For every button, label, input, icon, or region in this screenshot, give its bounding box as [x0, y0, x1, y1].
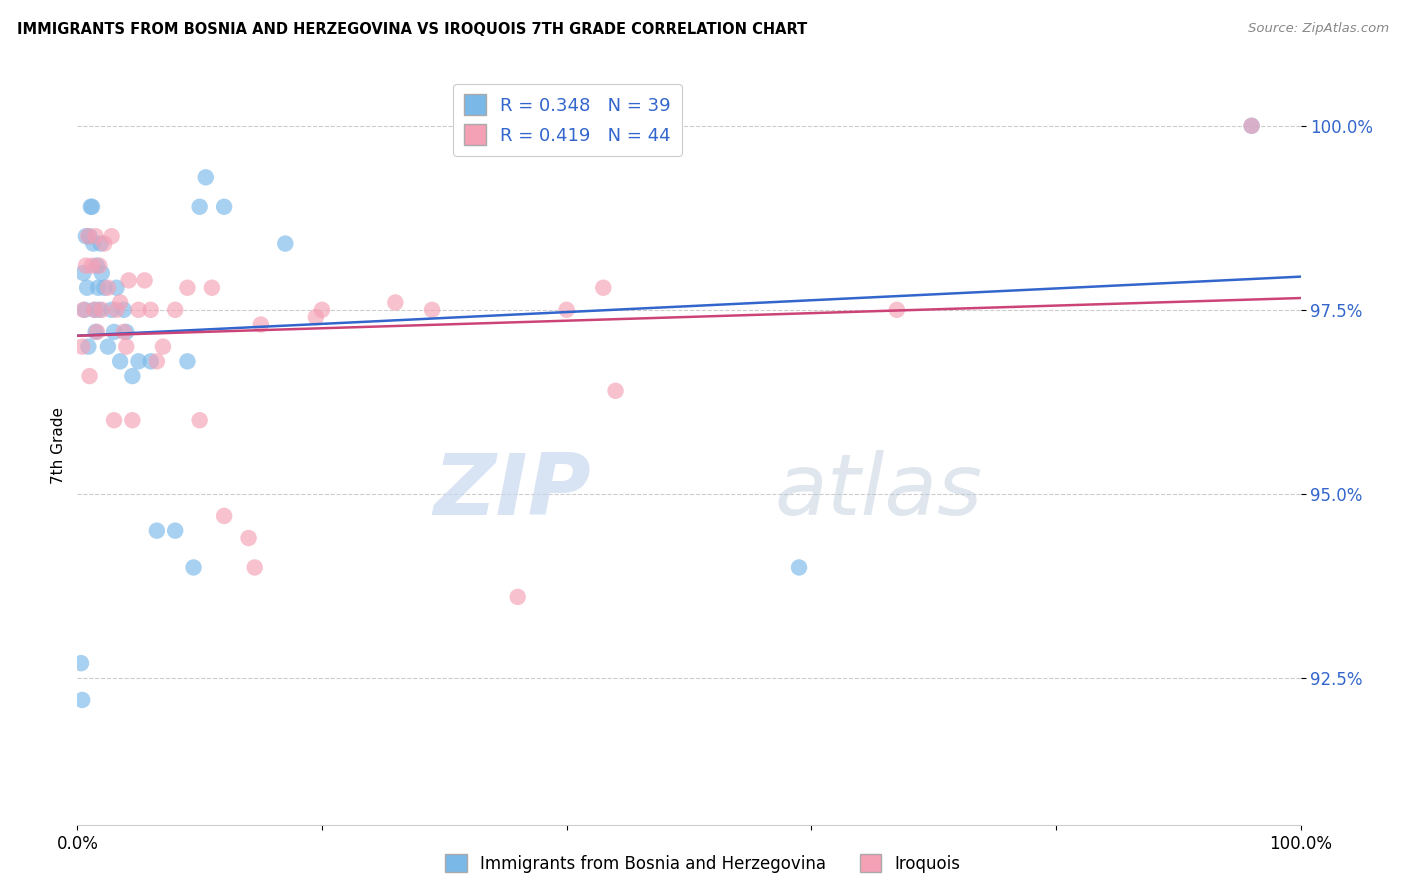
Point	[243, 560, 266, 574]
Point	[103, 325, 125, 339]
Point	[77, 229, 100, 244]
Point	[72, 266, 94, 280]
Point	[97, 340, 120, 354]
Point	[420, 302, 443, 317]
Point	[105, 302, 128, 317]
Point	[115, 325, 138, 339]
Point	[250, 318, 273, 332]
Point	[93, 236, 115, 251]
Point	[105, 281, 128, 295]
Point	[70, 693, 93, 707]
Point	[70, 340, 93, 354]
Point	[274, 236, 297, 251]
Point	[146, 524, 169, 538]
Point	[75, 259, 97, 273]
Point	[89, 259, 111, 273]
Point	[112, 325, 135, 339]
Point	[79, 229, 101, 244]
Point	[73, 302, 96, 317]
Point	[97, 281, 120, 295]
Point	[108, 295, 131, 310]
Point	[165, 302, 187, 317]
Point	[83, 302, 105, 317]
Point	[165, 524, 187, 538]
Point	[1240, 119, 1263, 133]
Point	[886, 302, 908, 317]
Point	[100, 229, 122, 244]
Point	[188, 413, 211, 427]
Point	[80, 200, 103, 214]
Point	[93, 281, 115, 295]
Point	[90, 302, 112, 317]
Text: atlas: atlas	[775, 450, 983, 533]
Point	[84, 229, 107, 244]
Point	[238, 531, 260, 545]
Point	[183, 560, 205, 574]
Point	[70, 656, 93, 670]
Point	[115, 340, 138, 354]
Point	[555, 302, 578, 317]
Point	[127, 302, 149, 317]
Legend: Immigrants from Bosnia and Herzegovina, Iroquois: Immigrants from Bosnia and Herzegovina, …	[439, 847, 967, 880]
Point	[212, 508, 235, 523]
Point	[152, 340, 174, 354]
Point	[86, 325, 108, 339]
Point	[188, 200, 211, 214]
Text: ZIP: ZIP	[433, 450, 591, 533]
Point	[83, 302, 105, 317]
Point	[605, 384, 627, 398]
Point	[592, 281, 614, 295]
Point	[86, 259, 108, 273]
Point	[108, 354, 131, 368]
Point	[146, 354, 169, 368]
Point	[194, 170, 217, 185]
Point	[76, 281, 98, 295]
Point	[121, 369, 143, 384]
Point	[87, 281, 110, 295]
Point	[787, 560, 810, 574]
Legend: R = 0.348   N = 39, R = 0.419   N = 44: R = 0.348 N = 39, R = 0.419 N = 44	[453, 84, 682, 156]
Point	[139, 354, 162, 368]
Point	[79, 369, 101, 384]
Point	[121, 413, 143, 427]
Point	[75, 229, 97, 244]
Point	[118, 273, 141, 287]
Point	[176, 354, 198, 368]
Point	[506, 590, 529, 604]
Point	[80, 200, 103, 214]
Point	[139, 302, 162, 317]
Point	[84, 325, 107, 339]
Point	[72, 302, 94, 317]
Point	[212, 200, 235, 214]
Point	[311, 302, 333, 317]
Text: IMMIGRANTS FROM BOSNIA AND HERZEGOVINA VS IROQUOIS 7TH GRADE CORRELATION CHART: IMMIGRANTS FROM BOSNIA AND HERZEGOVINA V…	[17, 22, 807, 37]
Point	[384, 295, 406, 310]
Point	[1240, 119, 1263, 133]
Point	[134, 273, 156, 287]
Point	[305, 310, 328, 325]
Y-axis label: 7th Grade: 7th Grade	[51, 408, 66, 484]
Point	[103, 413, 125, 427]
Point	[82, 236, 104, 251]
Point	[112, 302, 135, 317]
Point	[77, 340, 100, 354]
Point	[100, 302, 122, 317]
Point	[80, 259, 103, 273]
Point	[127, 354, 149, 368]
Point	[90, 236, 112, 251]
Point	[176, 281, 198, 295]
Point	[90, 266, 112, 280]
Point	[89, 302, 111, 317]
Point	[201, 281, 224, 295]
Text: Source: ZipAtlas.com: Source: ZipAtlas.com	[1249, 22, 1389, 36]
